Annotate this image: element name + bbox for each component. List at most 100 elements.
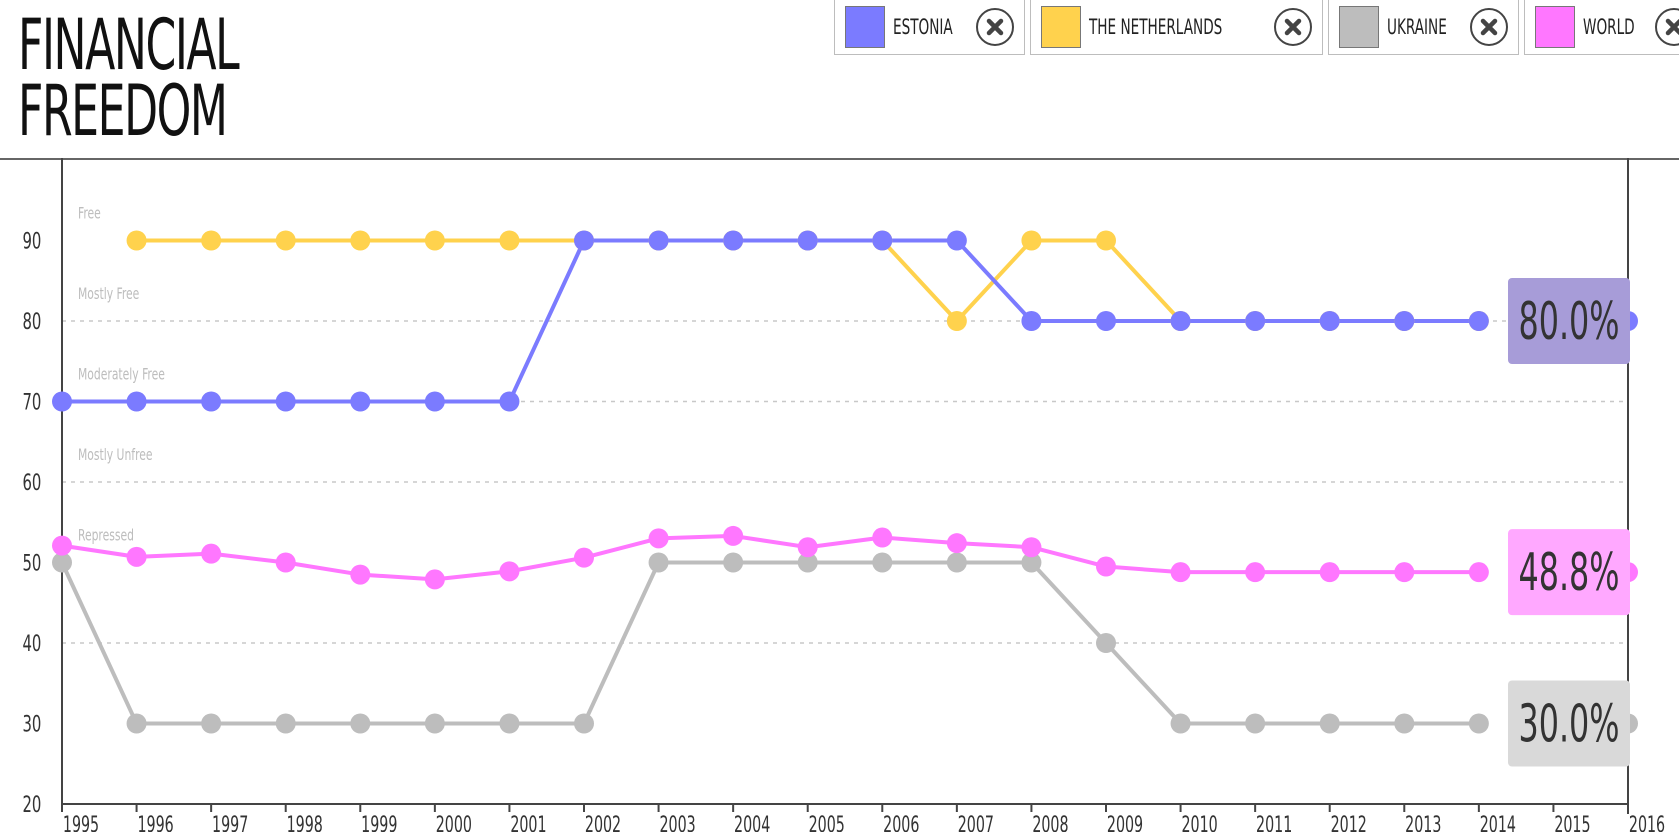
- data-point: [872, 230, 893, 251]
- data-point: [52, 391, 72, 412]
- data-point: [350, 713, 371, 734]
- remove-the-netherlands-button[interactable]: [1274, 8, 1313, 46]
- x-tick-label: 2015: [1554, 811, 1590, 832]
- data-point: [723, 230, 744, 251]
- x-tick-label: 2008: [1032, 811, 1068, 832]
- x-tick-label: 2009: [1107, 811, 1143, 832]
- legend-swatch: [1535, 6, 1576, 48]
- data-point: [1245, 713, 1266, 734]
- data-point: [1319, 562, 1340, 583]
- series-line: [60, 560, 1479, 726]
- x-tick-label: 2002: [585, 811, 621, 832]
- x-tick-label: 1996: [137, 811, 173, 832]
- data-point: [424, 713, 445, 734]
- line-chart: 20 30 40 50 60 70 80 90 1995 1996 1997 1998 1999 2000…: [0, 158, 1679, 832]
- data-point: [201, 713, 222, 734]
- y-tick-label: 90: [22, 228, 41, 254]
- data-point: [1170, 562, 1191, 583]
- data-point: [648, 528, 669, 549]
- data-point: [52, 552, 72, 573]
- data-point: [574, 547, 594, 568]
- x-tick-label: 2000: [436, 811, 472, 832]
- close-icon: [1480, 18, 1498, 36]
- data-point: [201, 543, 222, 564]
- data-point: [797, 537, 818, 558]
- x-tick-label: 1995: [63, 811, 99, 832]
- series-line: [61, 533, 1479, 582]
- data-point: [648, 552, 669, 573]
- band-label: Mostly Unfree: [78, 446, 153, 464]
- data-point: [1468, 713, 1489, 734]
- data-point: [499, 391, 520, 412]
- data-point: [648, 230, 669, 251]
- data-point: [723, 552, 744, 573]
- remove-world-button[interactable]: [1654, 8, 1679, 46]
- end-value-label: 30.0%: [1518, 695, 1619, 755]
- legend: ESTONIA THE NETHERLANDS UKRAINE: [834, 0, 1679, 55]
- remove-estonia-button[interactable]: [975, 8, 1014, 46]
- data-point: [946, 552, 967, 573]
- data-point: [1468, 311, 1489, 331]
- x-tick-label: 2006: [883, 811, 919, 832]
- data-point: [424, 391, 445, 412]
- close-icon: [1665, 18, 1679, 36]
- data-point: [1319, 311, 1340, 331]
- close-icon: [1284, 18, 1302, 36]
- legend-label: UKRAINE: [1387, 15, 1447, 39]
- page-title: FINANCIAL FREEDOM: [18, 4, 240, 152]
- data-point: [52, 535, 72, 556]
- x-tick-label: 2001: [510, 811, 546, 832]
- data-point: [499, 230, 520, 251]
- x-tick-label: 1998: [287, 811, 323, 832]
- band-label: Repressed: [78, 527, 134, 545]
- band-label: Mostly Free: [78, 285, 139, 303]
- data-point: [1096, 633, 1116, 653]
- data-point: [201, 230, 222, 251]
- data-point: [1245, 562, 1266, 583]
- data-point: [1096, 230, 1116, 251]
- data-point: [1394, 713, 1415, 734]
- end-value-label: 48.8%: [1518, 543, 1619, 603]
- data-point: [1021, 537, 1042, 558]
- legend-item-the-netherlands: THE NETHERLANDS: [1029, 0, 1324, 55]
- data-point: [1021, 552, 1042, 573]
- data-point: [424, 569, 445, 590]
- data-point: [1394, 311, 1415, 331]
- x-tick-label: 2005: [809, 811, 845, 832]
- band-label: Free: [78, 205, 101, 223]
- data-point: [872, 527, 893, 548]
- legend-label: ESTONIA: [893, 15, 953, 39]
- legend-item-world: WORLD: [1524, 0, 1679, 55]
- data-point: [275, 552, 296, 573]
- data-point: [499, 713, 520, 734]
- series-line: [62, 238, 1479, 404]
- x-tick-label: 2010: [1181, 811, 1217, 832]
- data-point: [1468, 562, 1489, 583]
- end-value-badge: [1508, 680, 1630, 767]
- legend-label: THE NETHERLANDS: [1088, 15, 1223, 39]
- data-point: [350, 230, 371, 251]
- chart-area: 20 30 40 50 60 70 80 90 1995 1996 1997 1998 1999 2000…: [0, 158, 1679, 832]
- data-point: [350, 564, 371, 585]
- data-point: [574, 713, 594, 734]
- remove-ukraine-button[interactable]: [1470, 8, 1509, 46]
- data-point: [126, 713, 147, 734]
- data-point: [1021, 230, 1042, 251]
- x-tick-label: 1997: [212, 811, 248, 832]
- data-point: [1170, 713, 1191, 734]
- data-point: [126, 391, 147, 412]
- legend-item-ukraine: UKRAINE: [1328, 0, 1520, 55]
- legend-swatch: [1339, 6, 1380, 48]
- end-value-label: 80.0%: [1518, 292, 1619, 352]
- y-tick-label: 80: [22, 309, 41, 335]
- x-tick-label: 2016: [1629, 811, 1665, 832]
- end-value-badge: [1508, 529, 1630, 616]
- data-point: [499, 561, 520, 582]
- data-point: [1096, 311, 1116, 331]
- data-point: [126, 230, 147, 251]
- data-point: [1096, 556, 1116, 577]
- data-point: [275, 391, 296, 412]
- legend-swatch: [1040, 6, 1081, 48]
- data-point: [1170, 311, 1191, 331]
